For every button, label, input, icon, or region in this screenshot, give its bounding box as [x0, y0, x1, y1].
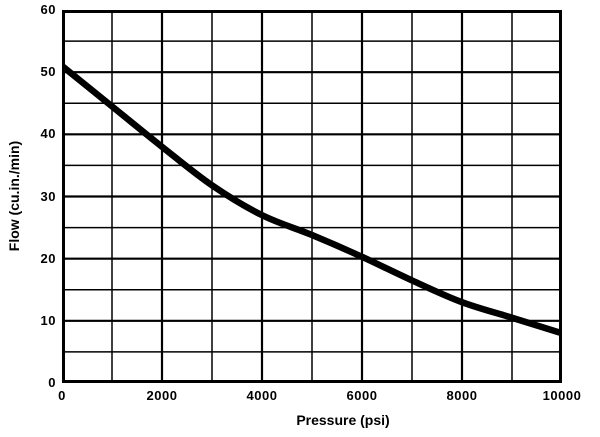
y-tick-label: 60 [40, 2, 56, 17]
y-tick-label: 0 [48, 375, 56, 390]
x-tick-label: 2000 [146, 388, 178, 403]
flow-vs-pressure-curve [62, 62, 562, 337]
y-tick-label: 10 [40, 312, 56, 328]
plot-area [62, 10, 562, 383]
y-tick-label: 20 [40, 250, 56, 266]
y-tick-label: 40 [40, 126, 56, 142]
x-tick-label: 6000 [346, 388, 378, 403]
x-tick-label: 8000 [446, 388, 478, 403]
y-tick-label: 30 [40, 188, 56, 204]
x-tick-label: 10000 [542, 388, 582, 403]
y-tick-label: 50 [40, 64, 56, 80]
plot-border [62, 10, 562, 383]
x-tick-label: 0 [58, 388, 66, 403]
x-axis-title: Pressure (psi) [296, 412, 390, 428]
x-tick-label: 4000 [246, 388, 278, 403]
